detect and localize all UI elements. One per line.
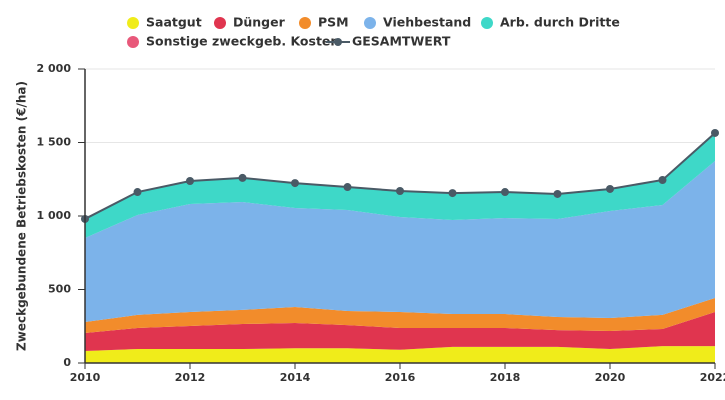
x-tick-label: 2010	[70, 371, 101, 384]
legend-label: Arb. durch Dritte	[500, 15, 620, 30]
x-tick-label: 2016	[385, 371, 416, 384]
legend-label: GESAMTWERT	[352, 34, 451, 49]
legend-label: Sonstige zweckgeb. Kosten	[146, 34, 339, 49]
y-tick-label: 2 000	[37, 62, 72, 75]
total-point	[448, 189, 457, 198]
legend-marker	[364, 17, 376, 29]
area	[85, 161, 715, 322]
total-point	[186, 177, 194, 186]
legend-marker	[481, 17, 493, 29]
area	[85, 298, 715, 334]
y-tick-label: 1 500	[37, 136, 72, 149]
x-tick-label: 2020	[595, 371, 626, 384]
legend-marker	[334, 38, 342, 46]
legend-marker	[299, 17, 311, 29]
legend-label: Saatgut	[146, 15, 202, 30]
total-point	[501, 188, 509, 197]
area	[85, 132, 715, 239]
total-point	[133, 188, 142, 197]
total-point	[658, 175, 667, 184]
y-axis-label: Zweckgebundene Betriebskosten (€/ha)	[15, 81, 29, 351]
total-point	[711, 128, 719, 137]
legend-label: Viehbestand	[383, 15, 471, 30]
y-tick-label: 500	[48, 283, 71, 296]
total-point	[396, 187, 404, 196]
legend-marker	[214, 17, 226, 29]
total-point	[553, 189, 562, 198]
legend-marker	[127, 17, 139, 29]
legend-label: Dünger	[233, 15, 286, 30]
legend-label: PSM	[318, 15, 349, 30]
x-tick-label: 2014	[280, 371, 311, 384]
total-point	[343, 183, 352, 192]
y-tick-label: 0	[63, 356, 71, 369]
total-point	[606, 184, 614, 193]
legend-marker	[127, 36, 139, 48]
y-tick-label: 1 000	[37, 209, 72, 222]
x-tick-label: 2022	[700, 371, 725, 384]
x-tick-label: 2012	[175, 371, 206, 384]
area	[85, 311, 715, 351]
total-point	[291, 179, 299, 188]
area	[85, 346, 715, 363]
x-tick-label: 2018	[490, 371, 521, 384]
total-point	[238, 173, 247, 182]
